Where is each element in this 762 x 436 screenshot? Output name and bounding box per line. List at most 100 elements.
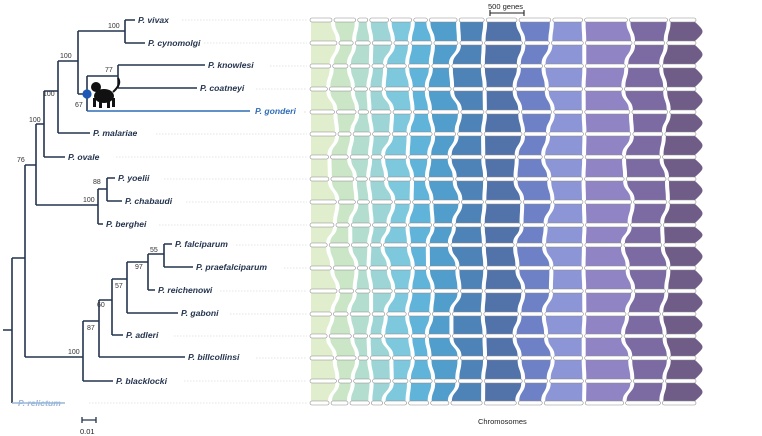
chromosome-segment xyxy=(392,355,412,361)
species-label-praefalciparum: P. praefalciparum xyxy=(196,262,267,272)
bootstrap-with-billcollinsi: 87 xyxy=(87,325,95,332)
synteny-ribbon xyxy=(352,247,368,266)
chromosome-segment xyxy=(668,199,697,205)
synteny-ribbon xyxy=(432,45,457,64)
bootstrap-with-reichenowi: 97 xyxy=(135,264,143,271)
chromosome-segment xyxy=(393,40,410,46)
synteny-ribbon xyxy=(413,181,430,200)
synteny-ribbon xyxy=(411,22,431,41)
synteny-ribbon xyxy=(485,360,522,379)
chromosome-segment xyxy=(371,288,393,294)
chromosome-segment xyxy=(372,131,391,137)
chromosome-segment xyxy=(520,355,552,361)
synteny-ribbon xyxy=(460,22,484,41)
chromosome-segment xyxy=(517,154,543,160)
species-label-blacklocki: P. blacklocki xyxy=(116,376,168,386)
synteny-ribbon xyxy=(585,227,628,243)
chromosome-segment xyxy=(429,154,450,160)
chromosome-segment xyxy=(518,265,551,271)
bootstrap-with-ovale: 100 xyxy=(29,117,41,124)
synteny-ribbon xyxy=(428,68,451,87)
chromosome-segment xyxy=(548,131,584,137)
chromosome-segment xyxy=(518,17,552,23)
chromosome-segment xyxy=(484,242,515,248)
synteny-ribbon xyxy=(428,91,458,110)
branch-rodent xyxy=(36,189,103,225)
chromosome-segment xyxy=(483,378,523,384)
species-label-gaboni: P. gaboni xyxy=(181,308,219,318)
synteny-ribbon xyxy=(311,316,331,334)
chromosome-segment xyxy=(549,176,583,182)
chromosome-segment xyxy=(432,311,451,317)
chromosome-segment xyxy=(336,109,357,115)
synteny-ribbon xyxy=(453,338,484,356)
chromosome-segment xyxy=(485,199,522,205)
synteny-ribbon xyxy=(351,383,370,401)
chromosome-segment xyxy=(370,109,392,115)
chromosome-segment xyxy=(309,378,337,384)
synteny-ribbon xyxy=(665,114,703,132)
synteny-ribbon xyxy=(351,159,369,177)
chromosome-segment xyxy=(484,288,523,294)
chromosome-segment xyxy=(524,40,550,46)
synteny-ribbon xyxy=(485,270,522,289)
species-label-gonderi: P. gonderi xyxy=(255,106,297,116)
synteny-ribbon xyxy=(311,159,328,177)
synteny-ribbon xyxy=(391,22,411,41)
chromosome-segment xyxy=(413,17,428,23)
chromosome-segment xyxy=(427,176,455,182)
synteny-ribbon xyxy=(385,316,409,334)
chromosome-segment xyxy=(627,311,661,317)
synteny-ribbon xyxy=(385,68,409,87)
node-marker xyxy=(82,89,92,99)
chromosome-segment xyxy=(357,109,369,115)
chromosome-segment xyxy=(629,17,668,23)
bootstrap-vivax-group: 100 xyxy=(60,53,72,60)
chromosome-segment xyxy=(349,311,371,317)
chromosome-segment xyxy=(393,288,410,294)
chromosome-segment xyxy=(309,400,330,406)
bootstrap-rodent: 100 xyxy=(83,197,95,204)
synteny-ribbon xyxy=(387,45,408,64)
chromosome-segment xyxy=(338,40,354,46)
synteny-ribbon xyxy=(330,68,351,87)
chromosome-segment xyxy=(371,199,393,205)
synteny-ribbon xyxy=(371,114,390,132)
synteny-ribbon xyxy=(664,247,703,266)
chromosome-segment xyxy=(485,355,519,361)
chromosome-segment xyxy=(662,154,697,160)
species-label-cynomolgi: P. cynomolgi xyxy=(148,38,201,48)
synteny-ribbon xyxy=(667,22,703,41)
synteny-ribbon xyxy=(334,270,355,289)
synteny-ribbon xyxy=(585,68,625,87)
chromosome-segment xyxy=(349,63,371,69)
chromosome-segment xyxy=(584,400,624,406)
synteny-ribbon xyxy=(311,91,334,110)
chromosome-segment xyxy=(553,355,584,361)
chromosomes-axis-label: Chromosomes xyxy=(478,417,527,426)
synteny-ribbon xyxy=(550,360,583,379)
chromosome-segment xyxy=(552,265,583,271)
chromosome-segment xyxy=(452,86,484,92)
synteny-ribbon xyxy=(585,22,632,41)
synteny-ribbon xyxy=(485,22,522,41)
chromosome-segment xyxy=(309,199,337,205)
chromosome-segment xyxy=(371,311,386,317)
synteny-ribbon xyxy=(666,360,703,379)
chromosome-segment xyxy=(633,199,668,205)
synteny-ribbon xyxy=(517,247,550,266)
synteny-ribbon xyxy=(385,136,407,155)
chromosome-segment xyxy=(584,40,633,46)
synteny-ribbon xyxy=(430,22,457,41)
chromosome-segment xyxy=(544,242,584,248)
branch-vivax-group xyxy=(58,31,79,94)
chromosome-segment xyxy=(624,154,661,160)
chromosome-segment xyxy=(455,176,485,182)
chromosome-segment xyxy=(522,199,552,205)
chromosome-rows xyxy=(309,17,697,406)
synteny-ribbon xyxy=(585,159,624,177)
chromosome-segment xyxy=(662,222,697,228)
synteny-ribbon xyxy=(458,114,483,132)
chromosome-segment xyxy=(384,86,411,92)
chromosome-segment xyxy=(624,86,665,92)
